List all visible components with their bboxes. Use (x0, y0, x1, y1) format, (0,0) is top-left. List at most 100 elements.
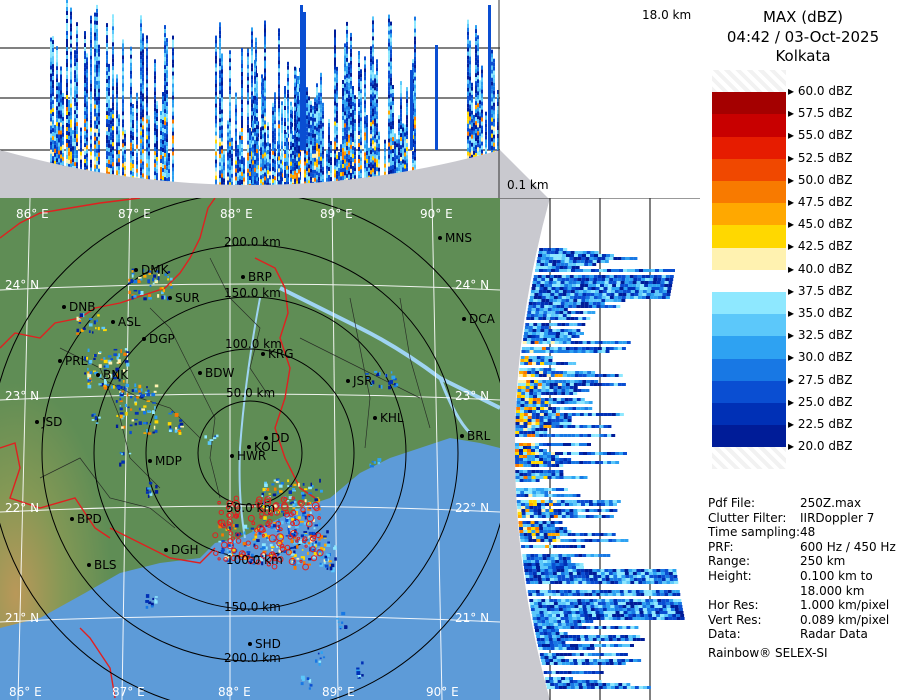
profile-echo-cell (112, 18, 114, 23)
profile-echo-cell (68, 103, 70, 108)
echo-pixel (175, 427, 178, 430)
profile-echo-cell (256, 141, 258, 146)
profile-echo-cell (330, 177, 332, 182)
profile-echo-cell (90, 135, 92, 140)
profile-echo-cell (388, 110, 390, 115)
profile-echo-cell (264, 80, 266, 85)
profile-echo-cell (350, 88, 352, 93)
river-hooghly (238, 297, 261, 539)
profile-echo-cell (122, 103, 124, 108)
profile-echo-cell (227, 140, 229, 145)
profile-echo-cell (390, 33, 392, 38)
profile-echo-cell (251, 115, 253, 120)
profile-echo-cell (267, 150, 269, 155)
echo-pixel (225, 560, 230, 562)
profile-echo-cell (392, 145, 394, 149)
profile-echo-cell (136, 140, 138, 145)
profile-echo-cell (98, 96, 100, 101)
profile-echo-cell (394, 141, 396, 146)
echo-pixel (122, 452, 125, 456)
side-echo-cell (657, 278, 662, 281)
profile-echo-cell (108, 159, 110, 164)
profile-echo-cell (358, 147, 360, 151)
profile-echo-cell (477, 75, 479, 80)
profile-echo-cell (74, 70, 76, 75)
profile-echo-cell (146, 103, 148, 108)
profile-echo-cell (360, 117, 362, 122)
profile-echo-cell (56, 138, 58, 143)
profile-echo-cell (298, 177, 300, 182)
echo-pixel (308, 518, 310, 520)
profile-echo-cell (396, 151, 398, 156)
side-echo-cell (574, 251, 579, 254)
profile-echo-cell (116, 74, 118, 79)
profile-echo-cell (154, 155, 156, 160)
profile-echo-cell (336, 70, 338, 75)
profile-echo-cell (130, 70, 132, 75)
echo-pixel (154, 279, 157, 282)
profile-echo-cell (90, 95, 92, 100)
profile-echo-cell (310, 116, 312, 121)
station-dot (460, 434, 464, 438)
echo-pixel (126, 393, 129, 397)
echo-pixel (264, 483, 268, 487)
profile-echo-cell (76, 34, 78, 39)
profile-echo-cell (278, 96, 280, 101)
echo-outline (309, 546, 316, 553)
profile-echo-cell (350, 84, 352, 89)
profile-echo-cell (372, 28, 374, 33)
profile-echo-cell (370, 86, 372, 91)
profile-echo-cell (374, 138, 376, 143)
profile-echo-cell (334, 121, 336, 126)
profile-echo-cell (66, 119, 68, 123)
profile-echo-cell (221, 61, 223, 66)
profile-echo-cell (76, 118, 78, 123)
profile-echo-cell (342, 148, 344, 152)
profile-echo-cell (354, 135, 356, 140)
profile-echo-cell (219, 94, 221, 99)
profile-echo-cell (477, 51, 479, 56)
profile-echo-cell (116, 150, 118, 155)
profile-echo-cell (364, 160, 366, 165)
profile-echo-cell (414, 16, 416, 21)
profile-echo-cell (326, 173, 328, 178)
profile-echo-cell (358, 171, 360, 175)
profile-echo-cell (124, 145, 126, 150)
echo-pixel (295, 525, 299, 529)
profile-echo-cell (52, 100, 54, 105)
profile-echo-cell (346, 61, 348, 66)
profile-echo-cell (154, 63, 156, 68)
radar-map[interactable]: 200.0 km 150.0 km 100.0 km 50.0 km 50.0 … (0, 198, 500, 700)
profile-echo-cell (130, 146, 132, 151)
profile-echo-cell (223, 158, 225, 163)
profile-echo-cell (260, 135, 262, 140)
station-dot (230, 454, 234, 458)
profile-echo-cell (66, 151, 68, 155)
profile-echo-cell (110, 128, 112, 133)
profile-echo-cell (94, 48, 96, 53)
profile-echo-cell (219, 42, 221, 47)
profile-echo-cell (52, 140, 54, 145)
profile-echo-cell (254, 167, 256, 172)
side-echo-cell (661, 275, 666, 278)
echo-outline (279, 546, 286, 552)
side-echo-cell (539, 266, 544, 269)
profile-echo-cell (58, 106, 60, 111)
profile-echo-cell (98, 136, 100, 141)
profile-echo-cell (330, 173, 332, 178)
profile-echo-cell (479, 100, 481, 105)
profile-echo-cell (267, 182, 269, 187)
side-echo-cell (584, 260, 589, 263)
profile-echo-cell (221, 121, 223, 126)
profile-echo-cell (370, 162, 372, 167)
profile-echo-cell (254, 103, 256, 108)
side-echo-cell (536, 281, 541, 284)
profile-echo-cell (80, 127, 82, 132)
echo-pixel (117, 359, 121, 363)
profile-echo-cell (70, 67, 72, 72)
echo-pixel (320, 651, 323, 654)
profile-echo-cell (112, 150, 114, 155)
profile-echo-cell (146, 171, 148, 176)
profile-echo-cell (132, 124, 134, 128)
profile-echo-cell (314, 101, 316, 106)
